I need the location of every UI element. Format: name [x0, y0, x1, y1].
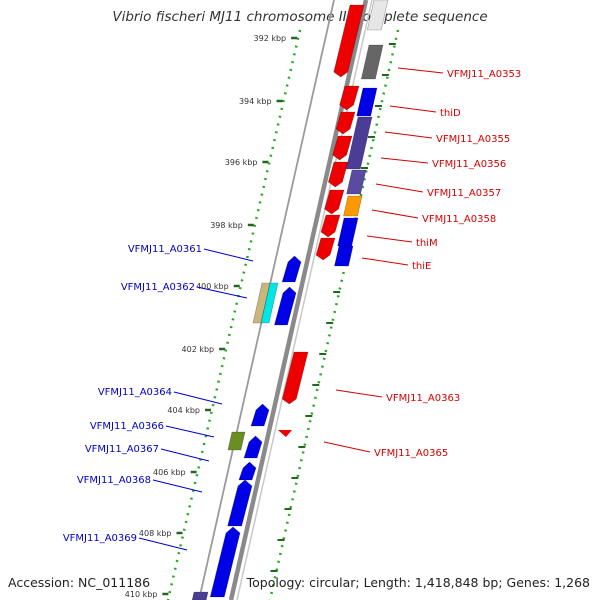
gene-leader-line: [384, 131, 433, 139]
reverse-gene-arrow: [250, 403, 270, 427]
gene-leader-line: [173, 391, 223, 405]
gene-leader-line: [375, 183, 424, 193]
scale-tick-label: 392 kbp: [254, 34, 287, 43]
purple-feature: [191, 591, 209, 600]
accession-text: Accession: NC_011186: [8, 575, 151, 590]
scale-tick-label: 396 kbp: [225, 158, 258, 167]
orange-feature: [343, 195, 363, 217]
gene-leader-line: [196, 286, 248, 299]
scale-tick-label: 394 kbp: [239, 97, 272, 106]
reverse-gene-arrow: [243, 435, 263, 459]
reverse-gene-arrow: [238, 461, 257, 481]
map-title: Vibrio fischeri MJ11 chromosome II, comp…: [112, 9, 488, 25]
gene-leader-line: [152, 479, 203, 493]
reverse-dotted-track: [166, 29, 302, 600]
gene-label: VFMJ11_A0362: [121, 282, 195, 293]
cyan-feature: [260, 282, 279, 324]
gene-label: VFMJ11_A0357: [427, 188, 501, 199]
reverse-gene-arrow: [281, 255, 302, 283]
forward-gene-arrow: [281, 351, 309, 405]
forward-gene-arrow: [333, 4, 365, 78]
scale-tick-label: 400 kbp: [196, 282, 229, 291]
scale-tick-label: 410 kbp: [125, 590, 158, 599]
gene-leader-line: [397, 67, 444, 74]
forward-dotted-track: [268, 29, 400, 600]
forward-gene-arrow: [324, 189, 345, 215]
blue-feature: [337, 217, 359, 247]
gene-leader-line: [361, 257, 409, 266]
gene-label: thiE: [412, 261, 431, 272]
gene-label: VFMJ11_A0358: [422, 214, 496, 225]
scale-tick-label: 408 kbp: [139, 529, 172, 538]
gene-label: thiD: [440, 108, 461, 119]
topology-summary: Topology: circular; Length: 1,418,848 bp…: [246, 575, 590, 590]
feature-grey-light: [366, 0, 389, 31]
gene-label: VFMJ11_A0356: [432, 159, 506, 170]
scale-tick-label: 402 kbp: [182, 345, 215, 354]
purple-feature: [345, 116, 373, 170]
gene-label: VFMJ11_A0368: [77, 475, 151, 486]
gene-leader-line: [371, 209, 419, 219]
gene-leader-line: [323, 441, 371, 453]
feature-grey: [360, 44, 384, 80]
gene-label: VFMJ11_A0365: [374, 448, 448, 459]
gene-leader-line: [366, 235, 413, 243]
blue-feature: [334, 245, 354, 267]
gene-label: VFMJ11_A0366: [90, 421, 164, 432]
gene-leader-line: [203, 248, 254, 262]
gene-label: VFMJ11_A0363: [386, 393, 460, 404]
reverse-gene-arrow: [209, 526, 241, 598]
olive-feature: [227, 431, 246, 451]
gene-leader-line: [165, 425, 215, 438]
gene-label: VFMJ11_A0364: [98, 387, 172, 398]
reverse-gene-arrow: [274, 286, 297, 326]
reverse-gene-arrow: [227, 479, 253, 527]
forward-gene-arrow: [278, 430, 292, 437]
scale-tick-label: 404 kbp: [167, 406, 200, 415]
blue-feature: [356, 87, 378, 117]
gene-label: VFMJ11_A0353: [447, 69, 521, 80]
forward-gene-arrow: [339, 85, 360, 111]
gene-label: thiM: [416, 238, 438, 249]
forward-gene-arrow: [332, 135, 353, 161]
feature-layer: [191, 0, 389, 600]
forward-gene-arrow: [335, 111, 356, 135]
gene-leader-line: [138, 537, 188, 551]
forward-gene-arrow: [320, 214, 341, 238]
gene-leader-line: [380, 157, 429, 164]
gene-label: VFMJ11_A0369: [63, 533, 137, 544]
scale-tick-label: 398 kbp: [210, 221, 243, 230]
label-layer: VFMJ11_A0353 thiD VFMJ11_A0355 VFMJ11_A0356…: [63, 67, 521, 551]
gene-leader-line: [160, 448, 210, 462]
scale-tick-label: 406 kbp: [153, 468, 186, 477]
forward-gene-arrow: [328, 161, 349, 188]
gene-leader-line: [389, 105, 437, 113]
gene-label: VFMJ11_A0361: [128, 244, 202, 255]
gene-label: VFMJ11_A0367: [85, 444, 159, 455]
forward-gene-arrow: [315, 237, 336, 261]
purple-feature: [346, 169, 367, 195]
gene-leader-line: [335, 389, 383, 398]
gene-label: VFMJ11_A0355: [436, 134, 510, 145]
